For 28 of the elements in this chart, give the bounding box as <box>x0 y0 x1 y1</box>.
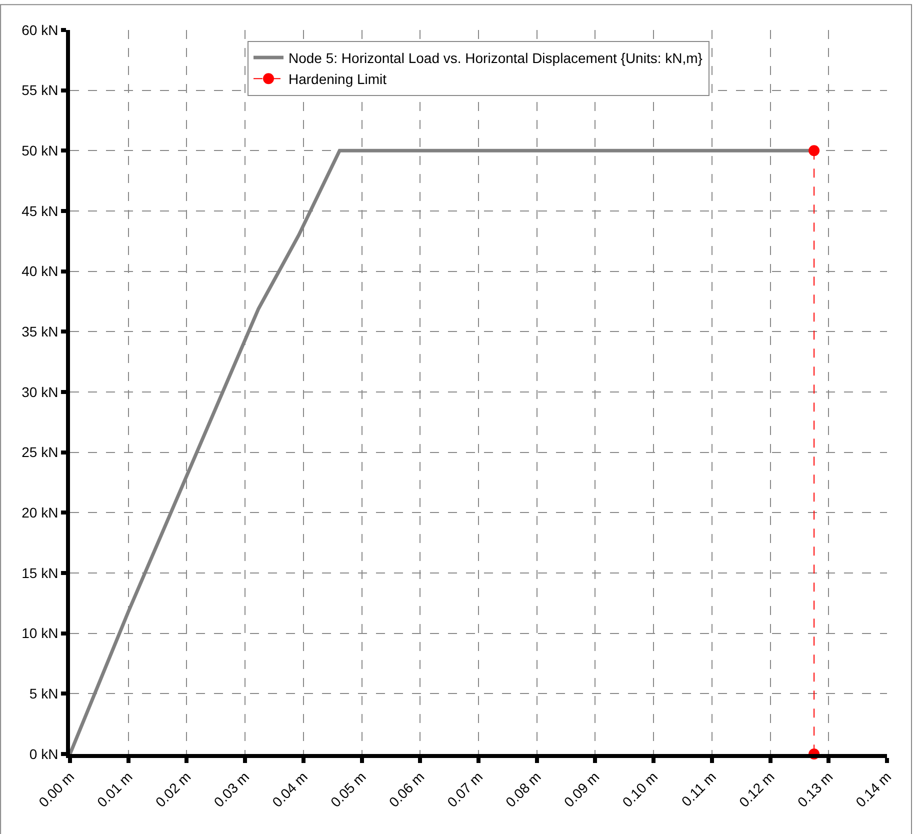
y-tick-label: 30 kN <box>22 384 58 400</box>
x-tick-label: 0.02 m <box>152 768 194 810</box>
y-tick-label: 40 kN <box>22 263 58 280</box>
x-tick-label: 0.01 m <box>94 768 136 810</box>
legend-label: Hardening Limit <box>288 71 387 88</box>
x-tick-label: 0.11 m <box>678 768 719 810</box>
x-tick-label: 0.13 m <box>794 768 836 810</box>
y-tick-label: 20 kN <box>22 504 58 521</box>
y-tick-label: 0 kN <box>29 746 58 762</box>
y-tick-label: 10 kN <box>22 625 58 642</box>
y-tick-label: 5 kN <box>29 686 58 702</box>
x-tick-label: 0.14 m <box>852 768 894 810</box>
y-tick-label: 45 kN <box>22 202 58 219</box>
x-tick-label: 0.09 m <box>560 768 602 810</box>
x-tick-label: 0.12 m <box>736 768 778 810</box>
x-tick-label: 0.08 m <box>502 768 544 810</box>
y-tick-label: 35 kN <box>22 324 58 340</box>
x-tick-label: 0.00 m <box>35 768 78 810</box>
y-tick-label: 60 kN <box>22 22 58 38</box>
x-tick-label: 0.10 m <box>619 768 661 810</box>
y-tick-label: 55 kN <box>22 82 58 98</box>
y-tick-label: 15 kN <box>22 564 58 581</box>
x-tick-label: 0.06 m <box>386 768 428 810</box>
x-tick-label: 0.03 m <box>210 768 252 810</box>
legend-label: Node 5: Horizontal Load vs. Horizontal Displacement {Units: kN,m} <box>288 50 703 66</box>
y-tick-label: 50 kN <box>22 142 58 159</box>
x-tick-label: 0.04 m <box>268 768 310 810</box>
y-tick-label: 25 kN <box>22 444 58 460</box>
